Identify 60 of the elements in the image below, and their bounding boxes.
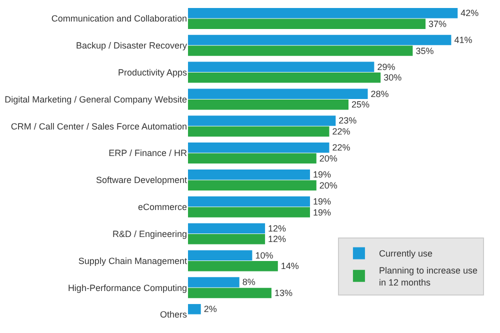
bar [188,153,316,164]
bar [188,260,278,272]
y-tick-label: Others [160,310,188,320]
y-tick-label: eCommerce [138,202,187,212]
bar [188,142,330,153]
data-label: 30% [384,72,402,83]
y-tick-label: ERP / Finance / HR [108,148,188,158]
bar [188,234,266,244]
y-tick-label: Digital Marketing / General Company Website [4,94,187,104]
data-label: 37% [428,18,447,29]
data-label: 20% [319,180,338,190]
y-tick-label: Backup / Disaster Recovery [76,40,188,51]
bar [188,72,381,83]
data-label: 13% [274,288,292,298]
bar [188,18,426,29]
data-label: 19% [312,207,331,218]
data-label: 12% [268,234,286,244]
data-label: 22% [332,126,350,137]
bar [188,196,310,207]
data-label: 23% [338,116,357,126]
bar [188,99,348,110]
data-label: 10% [255,250,274,260]
data-label: 19% [312,170,331,180]
data-label: 14% [280,261,299,272]
y-tick-label: Software Development [96,175,188,186]
data-label: 8% [242,277,256,288]
data-label: 35% [416,46,434,56]
y-tick-label: Communication and Collaboration [51,14,187,24]
y-tick-label: CRM / Call Center / Sales Force Automation [10,121,187,132]
bar [188,277,240,288]
bar [188,126,330,137]
data-label: 22% [332,142,350,153]
legend-label: Planning to increase use in 12 months [378,266,478,288]
y-tick-label: Supply Chain Management [78,256,188,266]
y-tick-label: R&D / Engineering [112,228,187,239]
data-label: 12% [268,223,286,234]
bar [188,116,336,126]
bar [188,207,310,218]
data-label: 2% [204,304,217,314]
data-label: 25% [352,100,370,110]
bar [188,169,310,180]
bar [188,62,374,72]
y-tick-label: Productivity Apps [118,67,188,78]
bar [188,250,252,260]
data-label: 29% [377,62,396,72]
bar [188,180,316,190]
data-label: 19% [312,196,331,206]
bar [188,304,201,314]
bar [188,46,413,56]
bar [188,288,272,298]
data-label: 41% [454,34,472,45]
legend-label: Currently use [378,248,432,259]
bar [188,223,266,234]
bar [188,8,458,18]
y-tick-label: High-Performance Computing [68,282,187,293]
data-label: 42% [460,8,479,18]
data-label: 28% [370,88,389,99]
data-label: 20% [319,153,338,164]
bar [188,88,368,99]
bar [188,34,452,46]
